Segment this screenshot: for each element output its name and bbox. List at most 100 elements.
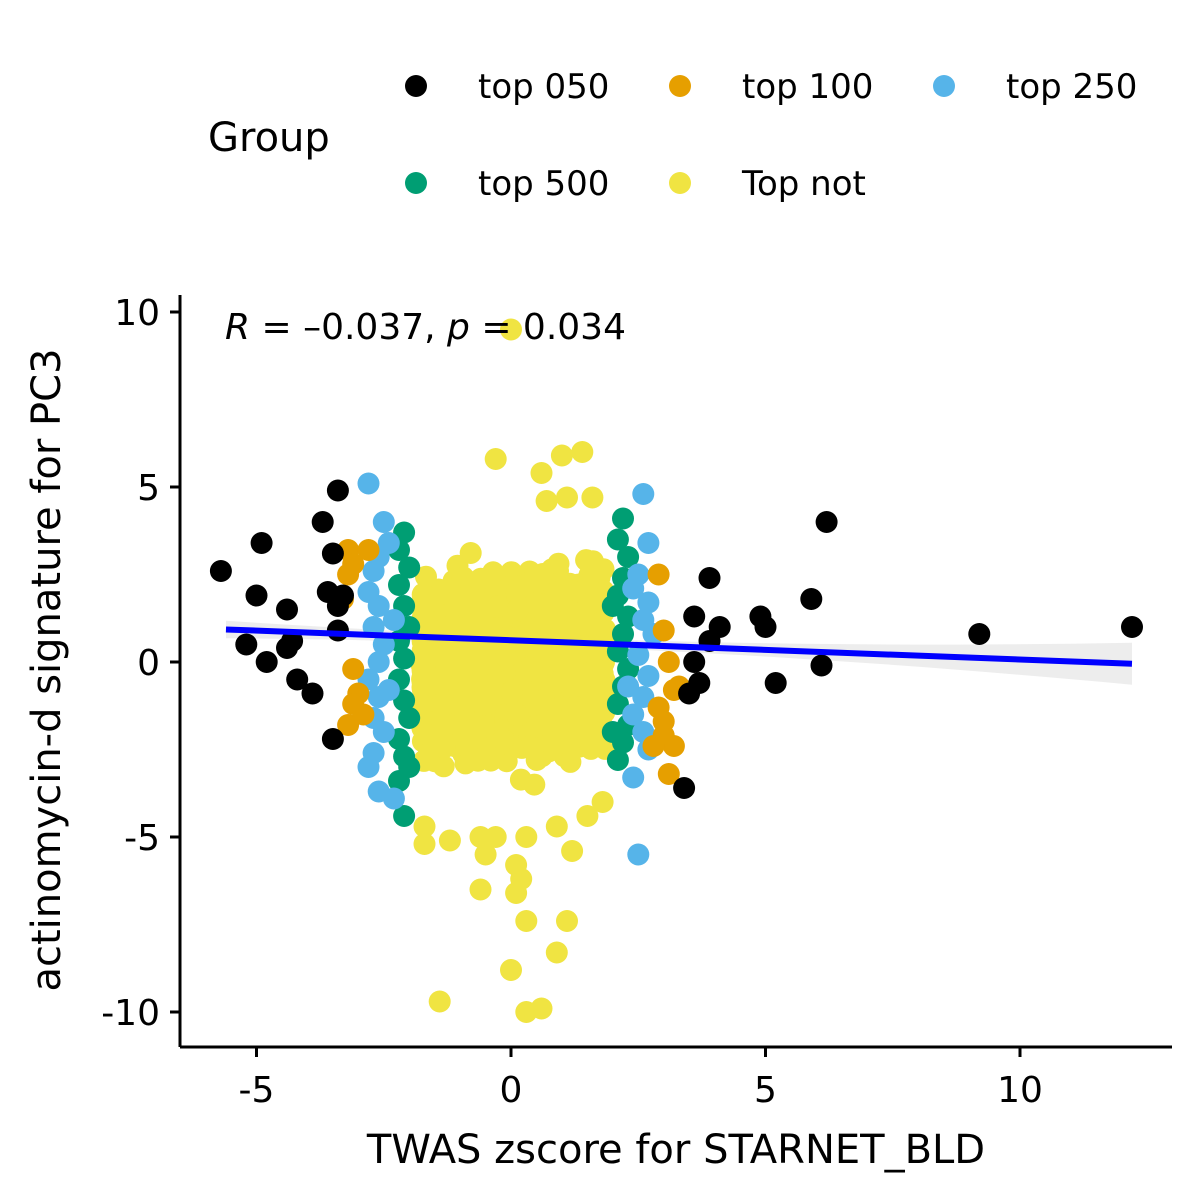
point-top-250 xyxy=(372,721,395,743)
point-top-not xyxy=(500,318,522,341)
point-top-not xyxy=(515,826,538,848)
point-top-not xyxy=(484,826,507,848)
point-top-not-core xyxy=(432,755,455,778)
point-top-not xyxy=(561,840,584,862)
point-top-not-core xyxy=(418,590,441,613)
point-top-not-core xyxy=(455,586,478,609)
p-value: = 0.034 xyxy=(470,307,626,348)
point-top-250 xyxy=(622,766,645,789)
point-top-not-core xyxy=(500,681,523,704)
point-top-not-core xyxy=(526,715,548,738)
point-top-not xyxy=(515,910,538,932)
point-top-not-core xyxy=(495,646,518,668)
point-top-050 xyxy=(815,511,838,533)
point-top-050 xyxy=(250,532,273,554)
point-top-500 xyxy=(601,595,624,617)
point-top-100 xyxy=(657,763,680,785)
point-top-050 xyxy=(764,672,787,694)
point-top-not xyxy=(545,941,568,964)
y-tick-label: 10 xyxy=(114,293,160,334)
point-top-100 xyxy=(647,563,670,586)
point-top-500 xyxy=(398,756,421,778)
point-top-050 xyxy=(708,616,731,638)
point-top-100 xyxy=(642,735,665,757)
point-top-100 xyxy=(352,703,375,726)
point-top-not xyxy=(505,854,528,876)
data-points xyxy=(209,318,1143,1023)
legend-key-top-250 xyxy=(933,75,955,97)
point-top-050 xyxy=(321,542,344,565)
r-value: = –0.037, xyxy=(250,307,447,348)
point-top-not-core xyxy=(469,567,492,590)
point-top-not-core xyxy=(578,592,601,615)
point-top-not xyxy=(591,791,614,813)
point-top-250 xyxy=(372,633,395,656)
point-top-not-core xyxy=(457,689,480,712)
point-top-250 xyxy=(382,787,405,810)
point-top-not-core xyxy=(414,643,436,665)
point-top-not xyxy=(556,910,578,932)
point-top-250 xyxy=(367,595,390,617)
point-top-050 xyxy=(754,616,777,638)
point-top-250 xyxy=(377,679,400,701)
point-top-not-core xyxy=(419,673,442,696)
point-top-not xyxy=(413,833,436,855)
point-top-100 xyxy=(337,714,360,736)
point-top-500 xyxy=(606,693,629,715)
point-top-not xyxy=(500,959,522,981)
legend-key-top-not xyxy=(669,172,691,194)
point-top-not-core xyxy=(589,689,612,712)
point-top-not-core xyxy=(520,733,543,755)
point-top-not xyxy=(469,826,492,848)
point-top-500 xyxy=(398,556,421,579)
r-symbol: R xyxy=(225,307,250,348)
axes: -5 0 5 10 10 5 0 -5 -10 xyxy=(101,293,1172,1111)
point-top-250 xyxy=(617,675,640,698)
legend-label-top-050: top 050 xyxy=(478,67,609,107)
y-tick-label: -10 xyxy=(101,993,160,1034)
point-top-250 xyxy=(362,560,385,582)
y-tick-label: -5 xyxy=(124,818,160,859)
point-top-not-core xyxy=(492,728,515,751)
point-top-500 xyxy=(606,528,629,551)
point-top-not xyxy=(576,805,599,827)
y-tick-label: 5 xyxy=(137,468,160,509)
legend-label-top-100: top 100 xyxy=(742,67,873,107)
point-top-not xyxy=(581,486,604,509)
point-top-050 xyxy=(321,728,344,750)
point-top-not-core xyxy=(551,730,574,753)
legend-label-top-not: Top not xyxy=(741,164,866,204)
point-top-not-core xyxy=(451,567,474,590)
point-top-not xyxy=(530,997,553,1020)
point-top-not-core xyxy=(544,581,567,604)
point-top-250 xyxy=(357,472,380,495)
x-tick-label: 10 xyxy=(997,1070,1043,1111)
x-tick-label: -5 xyxy=(239,1070,275,1111)
point-top-500 xyxy=(617,546,640,568)
point-top-250 xyxy=(622,577,645,600)
correlation-annotation: R = –0.037, p = 0.034 xyxy=(225,307,626,348)
point-top-050 xyxy=(311,511,334,533)
p-symbol: p xyxy=(446,307,470,348)
point-top-100 xyxy=(337,563,360,586)
point-top-not-core xyxy=(547,552,570,575)
point-top-not-core xyxy=(435,655,458,678)
point-top-050 xyxy=(235,633,258,656)
point-top-not xyxy=(550,444,573,467)
legend: Group top 050 top 100 top 250 top 500 Top no… xyxy=(208,67,1137,204)
point-top-250 xyxy=(627,843,650,866)
point-top-050 xyxy=(301,682,324,705)
point-top-not-core xyxy=(444,713,467,735)
point-top-not xyxy=(571,441,594,463)
point-top-500 xyxy=(601,721,624,743)
point-top-500 xyxy=(398,707,421,729)
point-top-500 xyxy=(393,647,416,670)
point-top-not xyxy=(413,815,436,838)
legend-key-top-500 xyxy=(405,172,427,194)
point-top-100 xyxy=(357,539,380,561)
point-top-050 xyxy=(326,479,349,502)
point-top-050 xyxy=(286,668,309,691)
point-top-050 xyxy=(698,567,721,589)
point-top-not xyxy=(474,843,497,866)
point-top-not xyxy=(428,990,451,1013)
